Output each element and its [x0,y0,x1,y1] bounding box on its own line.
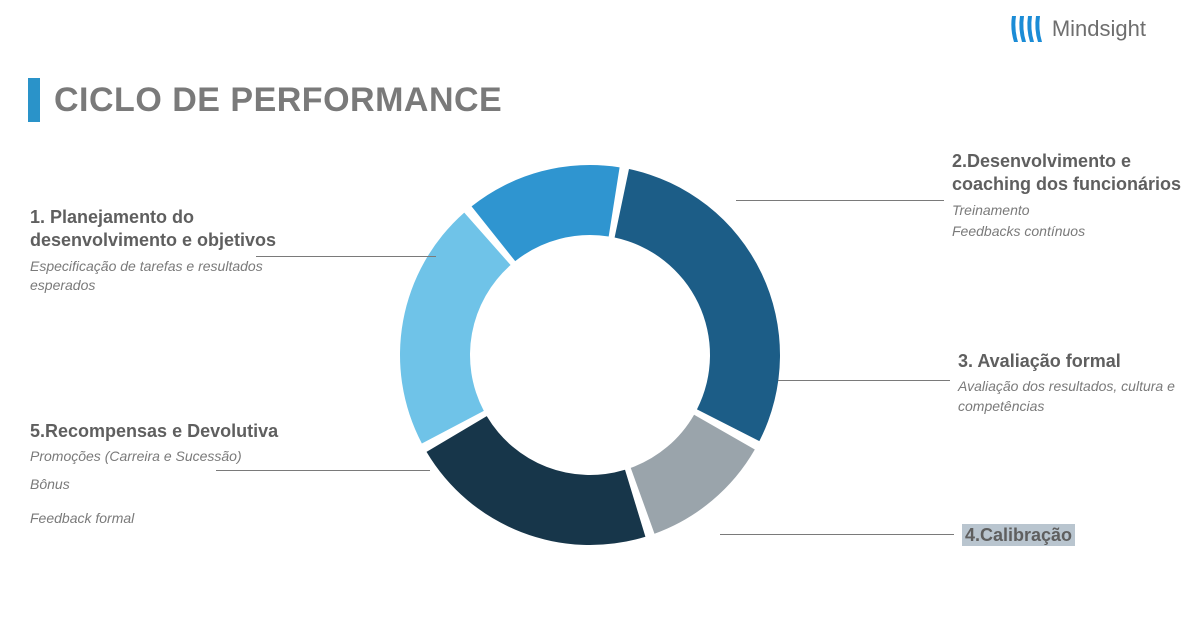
page-title-wrap: CICLO DE PERFORMANCE [28,78,502,122]
leader-line-l1 [256,256,436,257]
label-step-5: 5.Recompensas e Devolutiva Promoções (Ca… [30,420,278,528]
label-step-1-title: 1. Planejamento do desenvolvimento e obj… [30,206,280,253]
label-l2-sub: Feedbacks contínuos [952,222,1184,242]
label-l5-sub: Feedback formal [30,509,278,529]
brand-logo-icon [1010,14,1044,44]
label-step-4: 4.Calibração [962,524,1075,547]
performance-cycle-donut [390,155,790,555]
brand-logo: Mindsight [1010,14,1146,44]
label-step-2: 2.Desenvolvimento e coaching dos funcion… [952,150,1184,242]
brand-name: Mindsight [1052,16,1146,42]
label-l5-sub: Bônus [30,475,278,495]
leader-line-l4 [720,534,954,535]
label-l3-sub: Avaliação dos resultados, cultura e comp… [958,377,1184,416]
label-step-4-title: 4.Calibração [962,524,1075,546]
label-step-3-title: 3. Avaliação formal [958,350,1184,373]
label-l2-sub: Treinamento [952,201,1184,221]
page-title: CICLO DE PERFORMANCE [54,81,502,120]
donut-segment-seg3 [631,415,755,534]
donut-segment-seg4 [427,416,646,545]
donut-segment-seg2 [615,169,780,441]
label-step-1: 1. Planejamento do desenvolvimento e obj… [30,206,280,296]
label-step-3: 3. Avaliação formal Avaliação dos result… [958,350,1184,417]
donut-segment-seg5 [400,213,511,444]
label-step-2-title: 2.Desenvolvimento e coaching dos funcion… [952,150,1184,197]
label-l5-sub: Promoções (Carreira e Sucessão) [30,447,278,467]
label-l1-sub: Especificação de tarefas e resultados es… [30,257,280,296]
leader-line-l2 [736,200,944,201]
label-step-5-title: 5.Recompensas e Devolutiva [30,420,278,443]
leader-line-l3 [778,380,950,381]
leader-line-l5 [216,470,430,471]
title-accent-bar [28,78,40,122]
